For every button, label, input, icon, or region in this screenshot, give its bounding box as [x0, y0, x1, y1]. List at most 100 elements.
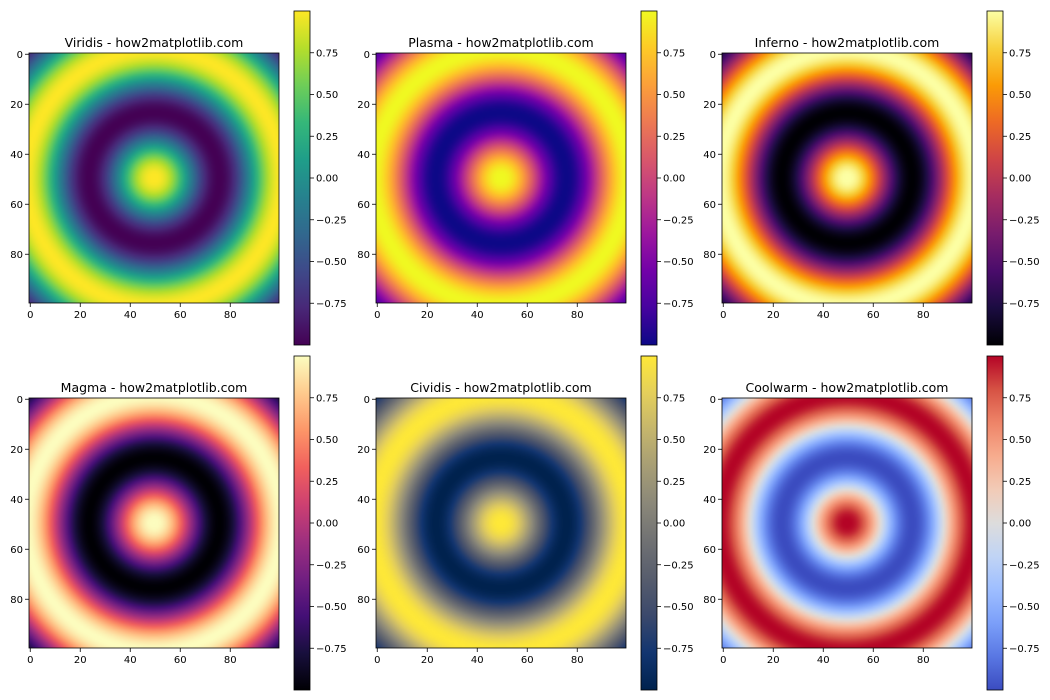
colorbar-tick-label: 0.25	[1009, 477, 1031, 488]
y-tick-label: 40	[10, 495, 23, 506]
heatmap-image	[376, 398, 626, 648]
x-tick-label: 60	[521, 310, 534, 321]
y-tick-label: 80	[703, 250, 716, 261]
y-tick-label: 0	[364, 395, 370, 406]
x-tick-label: 40	[124, 655, 137, 666]
heatmap-image	[29, 398, 279, 648]
y-tick-label: 0	[17, 50, 23, 61]
y-tick-label: 80	[10, 595, 23, 606]
x-tick-label: 20	[421, 655, 434, 666]
colorbar-tick-label: −0.75	[316, 299, 347, 310]
x-tick-label: 60	[867, 655, 880, 666]
subplot-plasma: Plasma - how2matplotlib.com 0 20 40 60 80 0 20 4…	[357, 10, 694, 346]
colorbar-tick-label: 0.25	[1009, 132, 1031, 143]
colorbar-tick-label: 0.50	[316, 435, 338, 446]
axes-frame	[375, 397, 627, 649]
colorbar-tick-label: 0.75	[1009, 48, 1031, 59]
axes-frame	[721, 397, 973, 649]
y-tick-label: 20	[357, 445, 370, 456]
colorbar-tick-label: 0.25	[663, 132, 685, 143]
x-tick-label: 20	[767, 310, 780, 321]
y-tick-label: 0	[710, 50, 716, 61]
x-tick-label: 0	[27, 310, 33, 321]
x-tick-label: 40	[471, 655, 484, 666]
colorbar-tick-label: 0.25	[316, 477, 338, 488]
colorbar-tick-label: −0.50	[663, 602, 694, 613]
colorbar-tick-label: −0.75	[1009, 299, 1040, 310]
colorbar-tick-label: 0.25	[663, 477, 685, 488]
colorbar-tick-label: 0.00	[316, 519, 338, 530]
y-tick-label: 40	[10, 150, 23, 161]
x-tick-label: 0	[27, 655, 33, 666]
colorbar-tick-label: −0.75	[663, 644, 694, 655]
colorbar-tick-label: 0.75	[316, 48, 338, 59]
axes-frame	[721, 52, 973, 304]
colorbar-tick-label: 0.00	[663, 519, 685, 530]
y-tick-label: 80	[357, 595, 370, 606]
x-tick-label: 80	[224, 655, 237, 666]
y-tick-label: 40	[357, 150, 370, 161]
x-tick-label: 40	[471, 310, 484, 321]
subplot-title: Inferno - how2matplotlib.com	[755, 35, 940, 50]
heatmap-image	[722, 53, 972, 303]
y-tick-label: 20	[10, 445, 23, 456]
y-tick-label: 0	[364, 50, 370, 61]
colorbar	[986, 355, 1004, 691]
x-tick-label: 60	[174, 655, 187, 666]
x-tick-label: 60	[521, 655, 534, 666]
colorbar	[293, 10, 311, 346]
x-tick-label: 80	[571, 310, 584, 321]
subplot-title: Cividis - how2matplotlib.com	[410, 380, 591, 395]
colorbar-tick-label: 0.75	[663, 48, 685, 59]
x-tick-label: 0	[720, 655, 726, 666]
x-tick-label: 20	[767, 655, 780, 666]
subplot-viridis: Viridis - how2matplotlib.com 0 20 40 60 80 0 20…	[10, 10, 347, 346]
colorbar-tick-label: −0.25	[663, 215, 694, 226]
colorbar-tick-label: 0.50	[663, 90, 685, 101]
subplot-coolwarm: Coolwarm - how2matplotlib.com 0 20 40 60 80 0 2…	[703, 355, 1040, 691]
y-tick-label: 60	[10, 200, 23, 211]
colorbar-tick-label: 0.50	[1009, 90, 1031, 101]
colorbar-tick-label: 0.50	[663, 435, 685, 446]
colorbar	[986, 10, 1004, 346]
y-tick-label: 20	[10, 100, 23, 111]
x-tick-label: 40	[817, 310, 830, 321]
y-tick-label: 20	[357, 100, 370, 111]
subplot-title: Plasma - how2matplotlib.com	[408, 35, 593, 50]
y-tick-label: 60	[10, 545, 23, 556]
x-tick-label: 20	[74, 310, 87, 321]
colorbar-tick-label: −0.25	[316, 560, 347, 571]
colorbar-tick-label: 0.25	[316, 132, 338, 143]
colorbar-tick-label: −0.25	[316, 215, 347, 226]
y-tick-label: 60	[357, 545, 370, 556]
colorbar-tick-label: 0.50	[1009, 435, 1031, 446]
x-tick-label: 60	[867, 310, 880, 321]
colorbar-tick-label: −0.75	[316, 644, 347, 655]
y-tick-label: 60	[703, 545, 716, 556]
x-tick-label: 40	[817, 655, 830, 666]
y-tick-label: 60	[703, 200, 716, 211]
subplot-inferno: Inferno - how2matplotlib.com 0 20 40 60 80 0 20…	[703, 10, 1040, 346]
colorbar-tick-label: 0.50	[316, 90, 338, 101]
colorbar-tick-label: −0.50	[1009, 257, 1040, 268]
y-tick-label: 20	[703, 445, 716, 456]
y-tick-label: 0	[17, 395, 23, 406]
colorbar-tick-label: 0.75	[316, 393, 338, 404]
colorbar-tick-label: 0.00	[663, 174, 685, 185]
subplot-title: Magma - how2matplotlib.com	[61, 380, 248, 395]
x-tick-label: 80	[917, 310, 930, 321]
axes-frame	[28, 52, 280, 304]
colorbar	[640, 355, 658, 691]
axes-frame	[28, 397, 280, 649]
heatmap-image	[376, 53, 626, 303]
colorbar-tick-label: −0.75	[1009, 644, 1040, 655]
heatmap-image	[29, 53, 279, 303]
colorbar-tick-label: −0.75	[663, 299, 694, 310]
colorbar-tick-label: −0.50	[316, 602, 347, 613]
x-tick-label: 80	[571, 655, 584, 666]
y-tick-label: 80	[10, 250, 23, 261]
colorbar-tick-label: 0.00	[316, 174, 338, 185]
colorbar-tick-label: −0.50	[663, 257, 694, 268]
colorbar-tick-label: 0.00	[1009, 174, 1031, 185]
